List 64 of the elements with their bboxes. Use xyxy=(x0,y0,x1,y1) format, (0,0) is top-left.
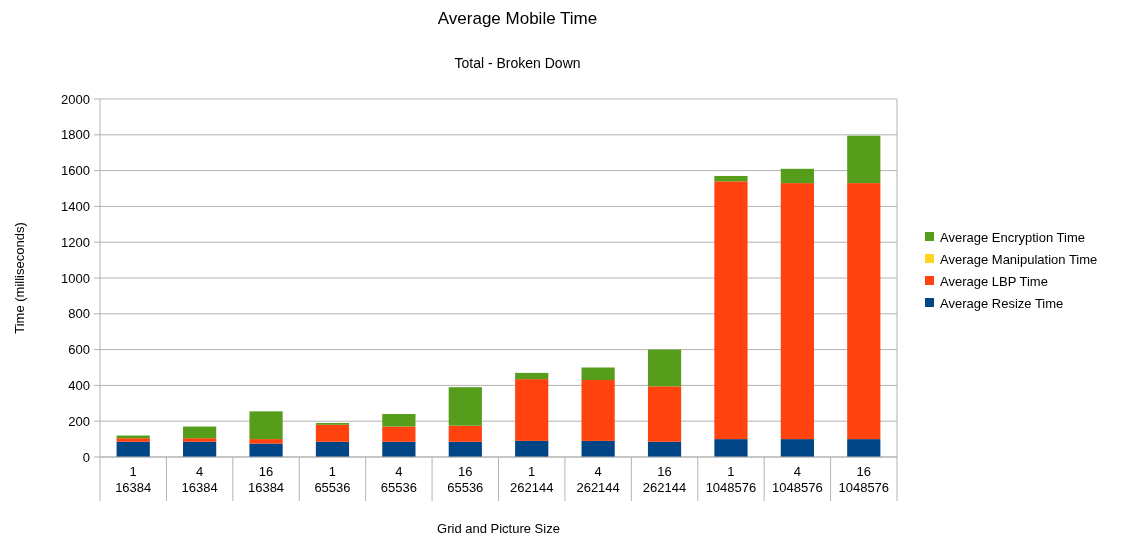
bar xyxy=(581,440,615,457)
bar xyxy=(515,440,549,457)
bar xyxy=(714,181,748,440)
bar xyxy=(714,175,748,182)
x-tick-label: 16 65536 xyxy=(447,464,484,495)
chart-title: Average Mobile Time xyxy=(437,9,598,28)
y-axis-title: Time (milliseconds) xyxy=(12,222,27,334)
bar xyxy=(448,441,482,457)
chart-subtitle: Total - Broken Down xyxy=(454,55,581,71)
bar xyxy=(714,439,748,457)
y-tick-label: 1200 xyxy=(61,234,90,250)
bar xyxy=(448,425,482,442)
bar xyxy=(780,439,814,457)
bar xyxy=(249,411,283,440)
legend-label: Average LBP Time xyxy=(940,273,1048,289)
y-tick-label: 1400 xyxy=(61,198,90,214)
bar xyxy=(515,379,549,441)
bar xyxy=(515,372,549,380)
y-tick-label: 0 xyxy=(82,449,90,465)
bar xyxy=(847,135,881,184)
bar xyxy=(847,439,881,457)
x-axis-title: Grid and Picture Size xyxy=(437,521,560,536)
x-tick-label: 1 65536 xyxy=(314,464,351,495)
y-tick-label: 600 xyxy=(68,342,90,358)
y-tick-label: 1000 xyxy=(61,270,90,286)
y-tick-label: 200 xyxy=(68,413,90,429)
bar xyxy=(647,386,682,442)
x-tick-label: 16 262144 xyxy=(642,464,687,495)
bar xyxy=(382,426,416,442)
bar xyxy=(382,441,416,457)
x-tick-label: 16 1048576 xyxy=(838,464,890,495)
x-tick-label: 4 16384 xyxy=(181,464,218,495)
y-tick-label: 2000 xyxy=(61,91,90,107)
bar xyxy=(315,424,350,442)
bar xyxy=(116,441,150,457)
bar xyxy=(249,443,283,457)
y-tick-label: 400 xyxy=(68,377,90,393)
bar xyxy=(315,441,350,457)
bar xyxy=(448,387,482,426)
bar xyxy=(780,168,814,184)
bar xyxy=(249,439,283,444)
bar xyxy=(647,441,682,457)
x-tick-label: 1 16384 xyxy=(115,464,152,495)
y-tick-label: 1800 xyxy=(61,127,90,143)
legend-label: Average Manipulation Time xyxy=(940,251,1098,267)
x-tick-label: 16 16384 xyxy=(247,464,285,495)
bar xyxy=(847,183,881,440)
bar xyxy=(183,438,217,442)
bar xyxy=(581,367,615,381)
bar xyxy=(780,183,814,440)
x-tick-label: 1 1048576 xyxy=(705,464,757,495)
legend-label: Average Resize Time xyxy=(940,295,1064,311)
bar xyxy=(183,426,217,439)
y-tick-label: 800 xyxy=(68,306,90,322)
bar xyxy=(183,441,217,457)
bar xyxy=(382,414,416,427)
x-tick-label: 4 1048576 xyxy=(772,464,823,495)
bar xyxy=(581,380,615,441)
x-tick-label: 1 262144 xyxy=(510,464,554,495)
bar xyxy=(647,349,682,387)
x-tick-label: 4 65536 xyxy=(380,464,417,495)
y-tick-label: 1600 xyxy=(61,163,90,179)
x-tick-label: 4 262144 xyxy=(576,464,620,495)
legend-label: Average Encryption Time xyxy=(940,229,1085,245)
